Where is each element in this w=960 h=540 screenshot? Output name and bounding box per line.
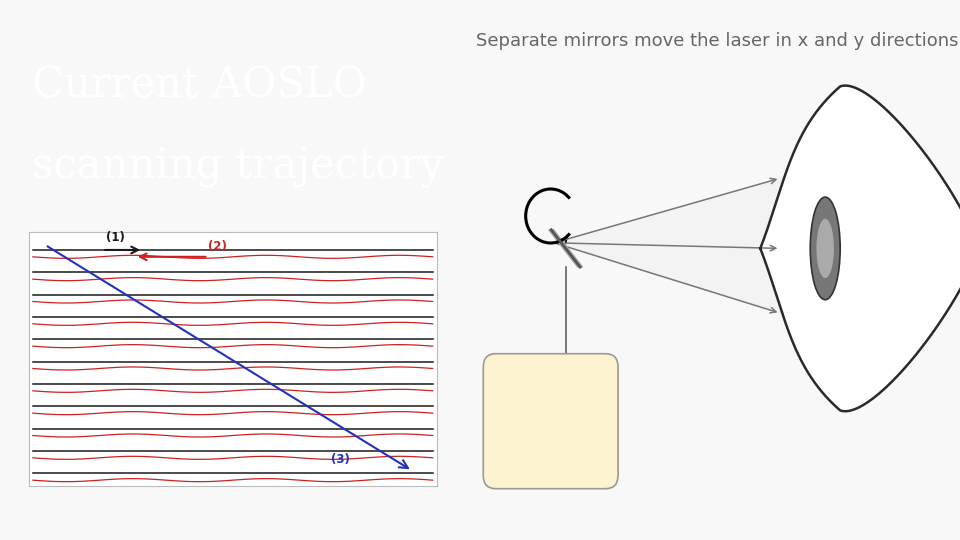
Polygon shape: [760, 85, 960, 411]
Polygon shape: [554, 178, 780, 313]
FancyBboxPatch shape: [483, 354, 618, 489]
Polygon shape: [549, 230, 583, 267]
Text: Current AOSLO: Current AOSLO: [33, 65, 367, 107]
Ellipse shape: [810, 197, 840, 300]
Ellipse shape: [816, 219, 834, 278]
Text: scanning trajectory: scanning trajectory: [33, 146, 444, 188]
Text: (2): (2): [208, 240, 228, 253]
Text: (1): (1): [107, 231, 125, 244]
Text: (3): (3): [330, 453, 349, 466]
Text: Separate mirrors move the laser in x and y directions.: Separate mirrors move the laser in x and…: [476, 32, 960, 50]
